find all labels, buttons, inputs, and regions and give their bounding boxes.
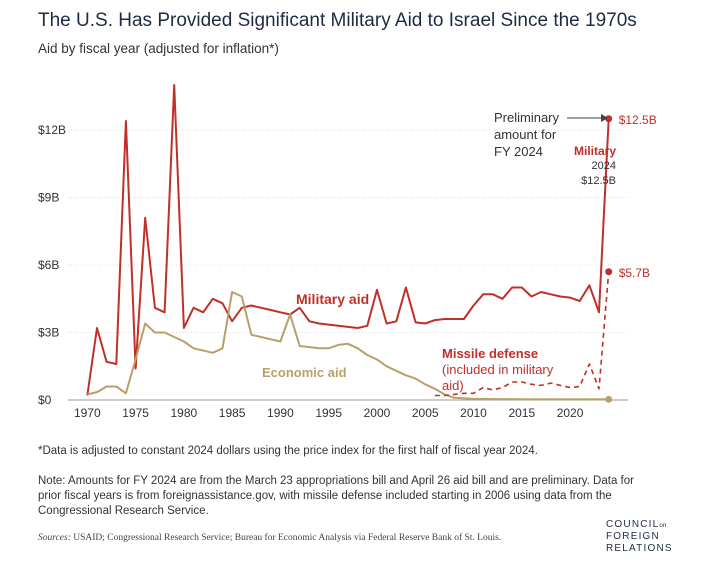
missile-end-marker	[605, 268, 613, 276]
missile-end-value: $5.7B	[619, 266, 650, 280]
y-tick-label: $6B	[38, 258, 59, 272]
logo-line-1: COUNCILon	[606, 519, 667, 530]
chart-title: The U.S. Has Provided Significant Milita…	[38, 10, 637, 31]
x-tick-label: 2000	[364, 406, 391, 420]
cfr-logo: COUNCILon FOREIGN RELATIONS	[606, 519, 673, 555]
economic-aid-label: Economic aid	[262, 365, 347, 380]
x-tick-label: 2020	[557, 406, 584, 420]
sources-line: Sources: USAID; Congressional Research S…	[38, 533, 501, 543]
series-lines	[86, 84, 610, 401]
tooltip-year: 2024	[592, 160, 616, 172]
tooltip-title: Military	[574, 144, 616, 158]
x-tick-label: 1975	[122, 406, 149, 420]
chart-subtitle: Aid by fiscal year (adjusted for inflati…	[38, 41, 279, 56]
missile-defense-sub-2: aid)	[442, 378, 464, 393]
x-tick-label: 2005	[412, 406, 439, 420]
tooltip-value: $12.5B	[581, 175, 616, 187]
line-chart: $0 $3B $6B $9B $12B 1970 1975 1980 1985 1990 1995…	[38, 84, 657, 420]
logo-line-3: RELATIONS	[606, 543, 673, 554]
logo-line-2: FOREIGN	[606, 531, 660, 542]
chart-annotations: $12.5B $5.7B Preliminary amount for FY 2024 M…	[262, 110, 657, 403]
x-tick-label: 1980	[171, 406, 198, 420]
sources-label: Sources:	[38, 533, 71, 543]
economic-end-marker	[605, 395, 613, 403]
x-tick-label: 1970	[74, 406, 101, 420]
x-axis: 1970 1975 1980 1985 1990 1995 2000 2005 2010 2015…	[74, 406, 584, 420]
military-end-value: $12.5B	[619, 113, 657, 127]
missile-defense-label: Missile defense	[442, 346, 538, 361]
inflation-footnote: *Data is adjusted to constant 2024 dolla…	[38, 445, 538, 457]
missile-defense-sub-1: (included in military	[442, 362, 554, 377]
prelim-note-line-1: Preliminary	[494, 110, 560, 125]
military-aid-label: Military aid	[296, 291, 369, 307]
y-tick-label: $3B	[38, 326, 59, 340]
x-tick-label: 2010	[460, 406, 487, 420]
x-tick-label: 1985	[219, 406, 246, 420]
prelim-arrow-head	[601, 114, 608, 122]
y-tick-label: $9B	[38, 191, 59, 205]
gridlines	[68, 129, 628, 401]
military-end-marker	[605, 115, 613, 123]
sources-text: USAID; Congressional Research Service; B…	[70, 533, 502, 543]
prelim-note-line-2: amount for	[494, 127, 557, 142]
y-tick-label: $12B	[38, 123, 66, 137]
y-tick-label: $0	[38, 393, 52, 407]
data-note: Note: Amounts for FY 2024 are from the M…	[38, 475, 634, 517]
x-tick-label: 2015	[508, 406, 535, 420]
x-tick-label: 1990	[267, 406, 294, 420]
x-tick-label: 1995	[315, 406, 342, 420]
y-axis: $0 $3B $6B $9B $12B	[38, 123, 66, 407]
prelim-note-line-3: FY 2024	[494, 144, 543, 159]
